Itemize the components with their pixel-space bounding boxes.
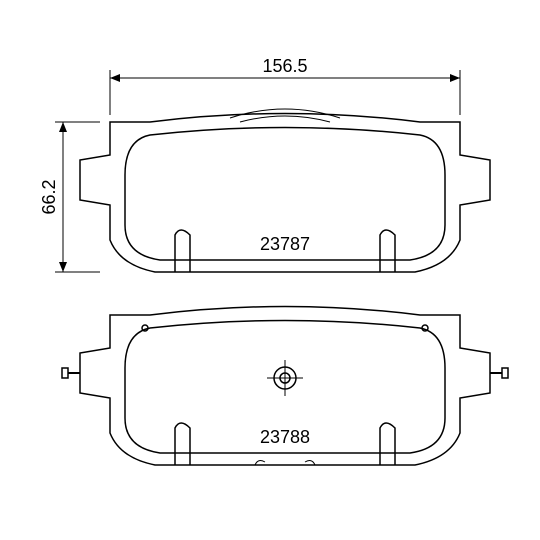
height-label: 66.2 [39,179,59,214]
height-dimension: 66.2 [39,122,100,272]
width-dimension: 156.5 [110,56,460,115]
part-number-top: 23787 [260,234,310,254]
part-number-bottom: 23788 [260,427,310,447]
technical-drawing: 156.5 66.2 23787 [0,0,540,540]
width-label: 156.5 [262,56,307,76]
brake-pad-top: 23787 [80,109,490,272]
brake-pad-bottom: 23788 [62,307,508,466]
